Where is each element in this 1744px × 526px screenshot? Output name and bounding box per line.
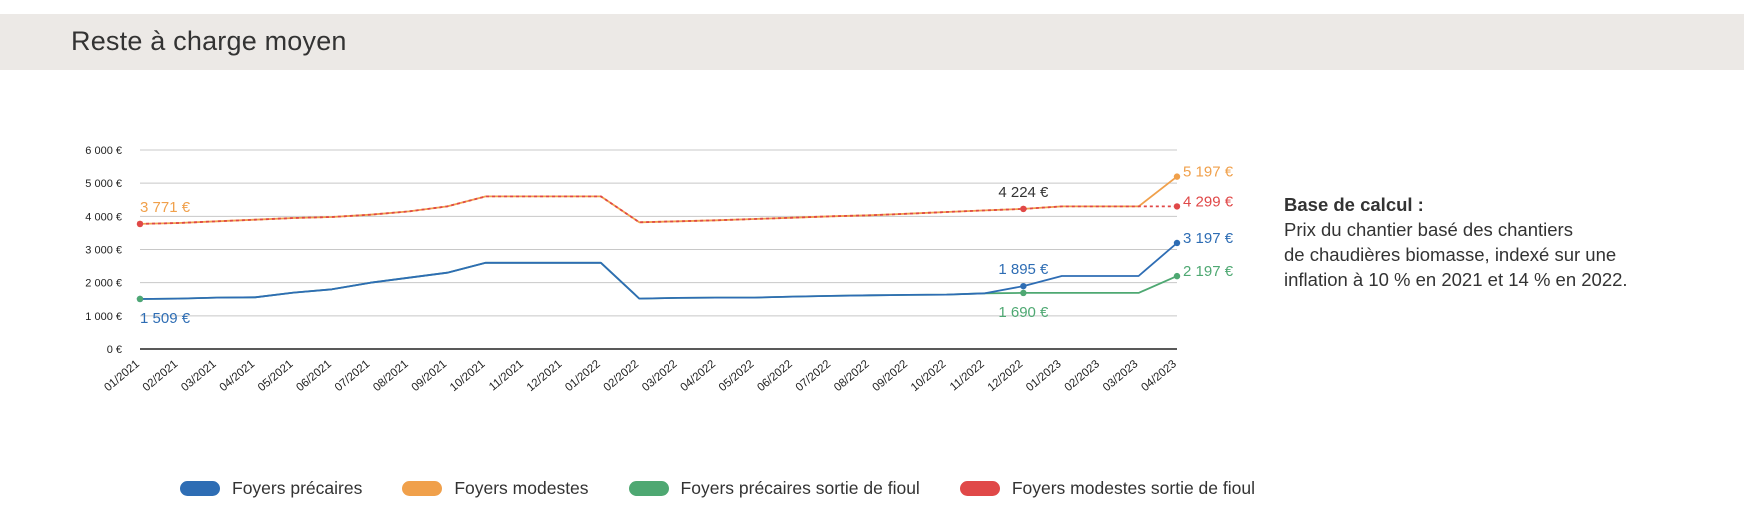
y-tick-label: 1 000 €: [85, 311, 122, 323]
x-tick-label: 03/2023: [1101, 358, 1141, 394]
data-point: [1020, 289, 1027, 297]
x-tick-label: 10/2021: [448, 358, 488, 394]
x-tick-label: 01/2021: [102, 358, 142, 394]
y-tick-label: 4 000 €: [85, 211, 122, 223]
data-label: 3 771 €: [140, 199, 191, 216]
x-tick-label: 11/2021: [487, 358, 526, 393]
x-tick-label: 07/2021: [333, 358, 373, 394]
note-line: inflation à 10 % en 2021 et 14 % en 2022…: [1284, 269, 1628, 290]
header-bar: Reste à charge moyen: [0, 14, 1744, 70]
x-tick-label: 03/2021: [179, 358, 219, 394]
x-tick-label: 03/2022: [640, 358, 680, 394]
x-tick-label: 11/2022: [948, 358, 987, 393]
y-tick-label: 5 000 €: [85, 178, 122, 190]
legend-label: Foyers modestes: [454, 478, 589, 498]
data-point: [1020, 205, 1027, 213]
legend-swatch: [959, 481, 1000, 496]
x-tick-label: 04/2021: [218, 358, 258, 394]
data-point: [136, 295, 144, 303]
data-label: 3 197 €: [1183, 230, 1234, 247]
y-tick-label: 2 000 €: [85, 278, 122, 290]
legend-swatch: [180, 481, 220, 496]
data-label: 4 224 €: [998, 184, 1049, 201]
data-point: [1173, 203, 1181, 210]
legend-label: Foyers précaires sortie de fioul: [680, 478, 920, 498]
calculation-note: Base de calcul : Prix du chantier basé d…: [1284, 192, 1704, 292]
x-tick-label: 10/2022: [909, 358, 949, 394]
x-tick-label: 04/2022: [678, 358, 718, 394]
x-tick-label: 01/2022: [563, 358, 603, 394]
series-line: [139, 195, 1177, 225]
x-tick-label: 05/2022: [717, 358, 757, 394]
data-label: 5 197 €: [1183, 164, 1234, 181]
legend-label: Foyers modestes sortie de fioul: [1011, 478, 1255, 498]
note-title: Base de calcul :: [1284, 194, 1424, 215]
x-tick-label: 09/2021: [410, 358, 450, 394]
x-tick-label: 04/2023: [1139, 358, 1179, 394]
legend-swatch: [628, 481, 669, 496]
x-tick-label: 05/2021: [256, 358, 296, 394]
y-tick-label: 0 €: [107, 344, 122, 356]
x-tick-label: 12/2021: [525, 358, 565, 394]
data-label: 1 509 €: [140, 310, 191, 327]
legend-label: Foyers précaires: [232, 478, 363, 498]
legend-item-foyers-modestes-fioul[interactable]: Foyers modestes sortie de fioul: [959, 478, 1255, 499]
legend-swatch: [402, 481, 443, 496]
note-line: Prix du chantier basé des chantiers: [1284, 219, 1573, 240]
data-point: [1020, 282, 1027, 290]
x-tick-label: 12/2022: [986, 358, 1026, 394]
note-line: de chaudières biomasse, indexé sur une: [1284, 244, 1617, 265]
series-line: [139, 242, 1178, 300]
x-tick-label: 06/2021: [294, 358, 334, 394]
page-title: Reste à charge moyen: [71, 26, 347, 56]
data-point: [1173, 239, 1181, 247]
x-tick-label: 02/2022: [602, 358, 642, 394]
data-label: 1 895 €: [998, 261, 1049, 278]
x-tick-label: 09/2022: [871, 358, 911, 394]
x-tick-label: 08/2021: [371, 358, 411, 394]
legend-item-foyers-modestes[interactable]: Foyers modestes: [402, 478, 589, 499]
data-point: [136, 220, 144, 228]
data-label: 1 690 €: [998, 304, 1049, 321]
x-tick-label: 02/2021: [141, 358, 181, 394]
data-point: [1173, 272, 1181, 280]
chart-legend: Foyers précaires Foyers modestes Foyers …: [180, 478, 1295, 499]
x-tick-label: 08/2022: [832, 358, 872, 394]
x-tick-label: 01/2023: [1024, 358, 1064, 394]
legend-item-foyers-precaires-fioul[interactable]: Foyers précaires sortie de fioul: [628, 478, 920, 499]
x-tick-label: 02/2023: [1063, 358, 1103, 394]
y-tick-label: 6 000 €: [85, 145, 122, 157]
legend-item-foyers-precaires[interactable]: Foyers précaires: [180, 478, 362, 499]
data-label: 2 197 €: [1183, 263, 1234, 280]
x-tick-label: 06/2022: [755, 358, 795, 394]
data-point: [1173, 173, 1181, 180]
x-tick-label: 07/2022: [794, 358, 834, 394]
data-label: 4 299 €: [1183, 193, 1234, 210]
y-tick-label: 3 000 €: [85, 245, 122, 257]
